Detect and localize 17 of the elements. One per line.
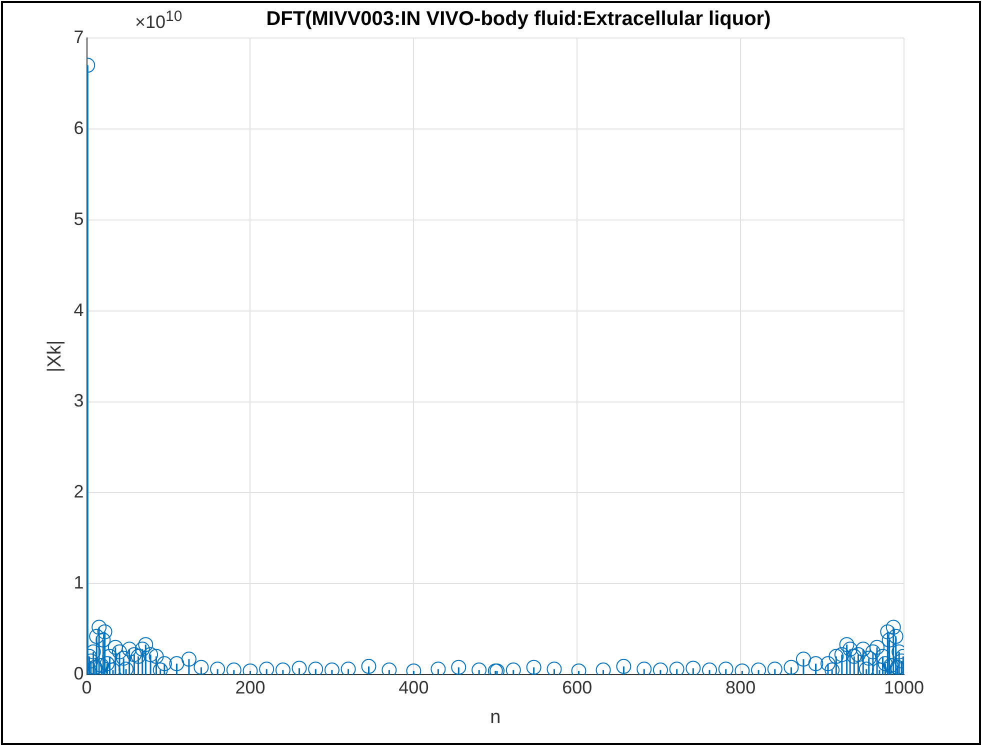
y-tick-label: 0 [74,664,84,684]
y-tick-label: 1 [74,572,84,593]
y-axis-title: |Xk| [44,340,66,372]
x-tick-label: 600 [562,677,592,698]
y-tick-label: 7 [74,26,84,47]
x-tick-label: 1000 [884,677,924,698]
x-axis-title: n [490,706,501,728]
y-tick-label: 4 [74,300,84,320]
y-tick-label: 5 [74,208,84,229]
text: ×10$^{10}$ [135,8,182,33]
x-tick-label: 800 [726,677,756,698]
chart-title: DFT(MIVV003:IN VIVO-body fluid:Extracellular liquor) [266,8,771,30]
y-tick-label: 2 [74,482,84,502]
x-tick-label: 400 [398,677,429,698]
y-tick-label: 3 [74,390,84,411]
y-tick-label: 6 [74,118,84,138]
x-tick-label: 200 [235,677,266,698]
